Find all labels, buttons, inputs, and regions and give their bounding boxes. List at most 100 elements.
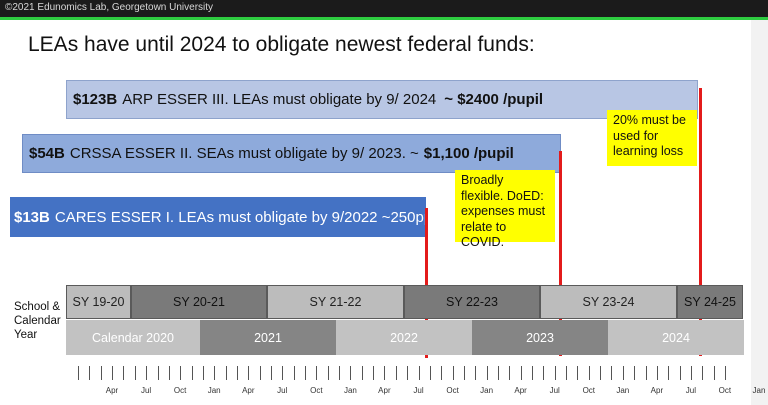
month-tick [418, 366, 420, 380]
month-label: Oct [446, 386, 459, 395]
school-year-segment: SY 24-25 [677, 285, 743, 319]
month-label: Apr [514, 386, 527, 395]
month-label: Oct [173, 386, 187, 395]
esser-iii-bar: $123B ARP ESSER III. LEAs must obligate … [66, 80, 698, 119]
month-tick [395, 366, 397, 380]
month-label: Jan [616, 386, 630, 395]
month-tick [452, 366, 454, 380]
month-tick [168, 366, 170, 380]
school-year-segment: SY 19-20 [66, 285, 131, 319]
esser-i-text: CARES ESSER I. LEAs must obligate by 9/2… [54, 208, 433, 226]
school-year-segment: SY 20-21 [131, 285, 267, 319]
month-tick [588, 366, 590, 380]
month-label: Jul [549, 386, 560, 395]
month-label: Apr [650, 386, 664, 395]
month-label: Jul [140, 386, 152, 395]
month-tick [724, 366, 726, 380]
month-tick [248, 366, 250, 380]
month-tick [157, 366, 159, 380]
flexible-note: Broadly flexible. DoED: expenses must re… [455, 170, 555, 249]
month-label: Oct [582, 386, 596, 395]
month-label: Jan [343, 386, 357, 395]
month-tick [520, 366, 522, 380]
esser-i-bar: $13B CARES ESSER I. LEAs must obligate b… [10, 197, 432, 237]
month-tick [236, 366, 238, 380]
row-label-line2: Calendar [14, 315, 61, 327]
calendar-year-segment: 2021 [200, 320, 336, 355]
month-tick [656, 366, 658, 380]
month-tick [78, 366, 79, 380]
month-tick [566, 366, 568, 380]
month-tick [327, 366, 329, 380]
month-tick [497, 366, 499, 380]
month-tick [429, 366, 431, 380]
month-label: Apr [105, 386, 119, 395]
month-tick [543, 366, 545, 380]
month-tick [282, 366, 284, 380]
month-label: Jul [413, 386, 424, 395]
copyright-text: ©2021 Edunomics Lab, Georgetown Universi… [5, 2, 214, 13]
calendar-year-segment: 2022 [336, 320, 472, 355]
month-tick [191, 366, 193, 380]
month-tick [89, 366, 91, 380]
esser-iii-text: ARP ESSER III. LEAs must obligate by 9/ … [122, 91, 437, 108]
month-tick [293, 366, 295, 380]
top-banner: ©2021 Edunomics Lab, Georgetown Universi… [0, 0, 768, 20]
month-tick [180, 366, 182, 380]
month-axis: Apr Jul Oct Jan Apr Jul Oct Jan Apr Jul Oct Jan Apr J… [66, 366, 765, 405]
month-tick [214, 366, 216, 380]
month-tick [146, 366, 148, 380]
month-label: Apr [378, 386, 391, 395]
esser-ii-bar: $54B CRSSA ESSER II. SEAs must obligate … [22, 134, 561, 173]
esser-iii-pupil: ~ $2400 /pupil [444, 91, 544, 108]
month-tick [554, 366, 556, 380]
month-tick [463, 366, 465, 380]
deadline-line-2023 [559, 151, 562, 356]
month-tick [112, 366, 113, 380]
school-year-segment: SY 22-23 [404, 285, 540, 319]
month-tick [645, 366, 647, 380]
month-label: Jul [277, 386, 288, 395]
esser-iii-amount: $123B [73, 91, 118, 108]
month-tick [690, 366, 692, 380]
school-year-segment: SY 21-22 [267, 285, 404, 319]
month-tick [713, 366, 715, 380]
month-tick [225, 366, 227, 380]
month-label: Jul [685, 386, 697, 395]
month-tick [316, 366, 318, 380]
calendar-year-segment: Calendar 2020 [66, 320, 200, 355]
calendar-year-segment: 2024 [608, 320, 744, 355]
row-label: School & Calendar Year [14, 300, 61, 342]
slide-title: LEAs have until 2024 to obligate newest … [28, 33, 535, 56]
esser-ii-pupil: $1,100 /pupil [423, 145, 514, 162]
esser-i-amount: $13B [14, 208, 50, 226]
month-tick [361, 366, 363, 380]
esser-ii-amount: $54B [29, 145, 65, 162]
month-tick [611, 366, 613, 380]
month-tick [679, 366, 681, 380]
month-tick [134, 366, 136, 380]
school-year-segment: SY 23-24 [540, 285, 677, 319]
month-tick [509, 366, 511, 380]
month-tick [305, 366, 306, 380]
month-tick [441, 366, 443, 380]
deadline-line-2022 [425, 208, 428, 358]
month-tick [407, 366, 409, 380]
month-tick [668, 366, 670, 380]
month-tick [622, 366, 624, 380]
month-tick [532, 366, 533, 380]
learning-loss-note: 20% must be used for learning loss [607, 110, 697, 166]
calendar-year-segment: 2023 [472, 320, 608, 355]
month-tick [339, 366, 341, 380]
month-label: Oct [718, 386, 732, 395]
month-tick [384, 366, 386, 380]
month-tick [350, 366, 352, 380]
month-tick [270, 366, 272, 380]
month-tick [100, 366, 102, 380]
row-label-line1: School & [14, 301, 61, 313]
esser-ii-text: CRSSA ESSER II. SEAs must obligate by 9/… [69, 145, 419, 162]
month-tick [259, 366, 261, 380]
row-label-line3: Year [14, 329, 38, 341]
month-tick [702, 366, 704, 380]
month-tick [202, 366, 204, 380]
